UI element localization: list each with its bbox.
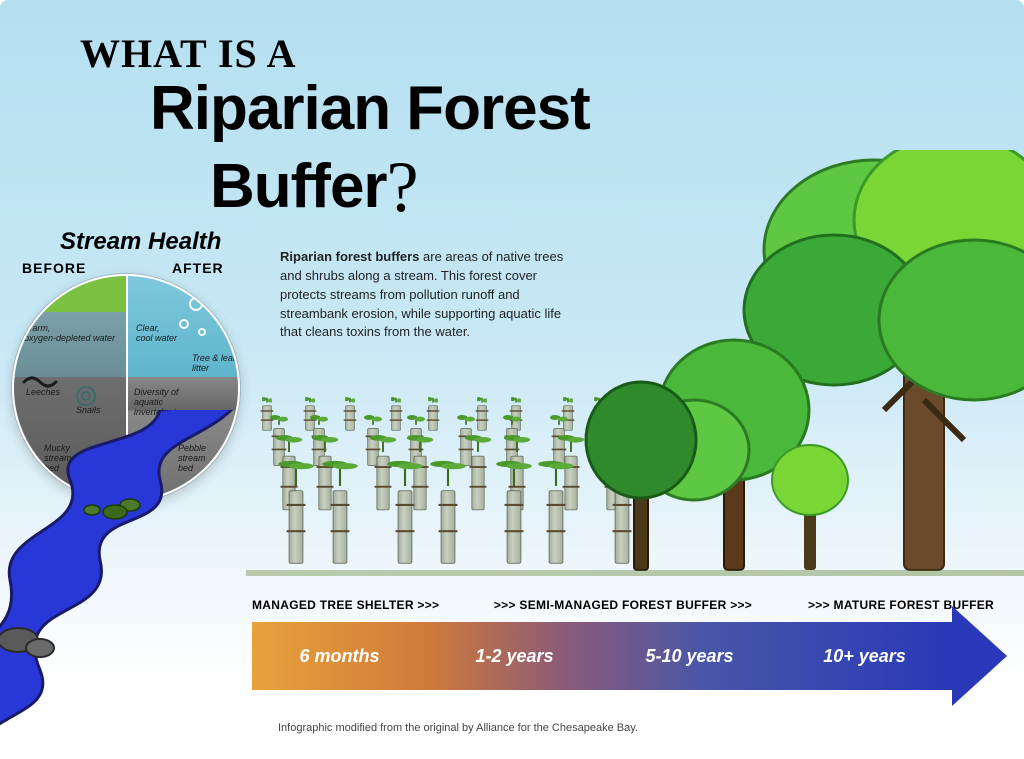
- description-bold: Riparian forest buffers: [280, 249, 419, 264]
- timeline-stage-labels: MANAGED TREE SHELTER >>> >>> SEMI-MANAGE…: [252, 598, 994, 612]
- circle-label: Tree & leaflitter: [192, 354, 235, 374]
- stage-1: MANAGED TREE SHELTER >>>: [252, 598, 494, 612]
- tree-shelter: [471, 456, 484, 511]
- title-question-mark: ?: [387, 146, 418, 229]
- title-line1: Riparian Forest: [150, 78, 590, 140]
- sprout-icon: [363, 413, 381, 429]
- period-4: 10+ years: [777, 646, 952, 667]
- circle-label: Algae: [30, 294, 53, 304]
- sprout-icon: [262, 394, 272, 407]
- sprout-icon: [424, 459, 472, 492]
- infographic-canvas: WHAT IS A Riparian Forest Buffer? Ripari…: [0, 0, 1024, 759]
- period-3: 5-10 years: [602, 646, 777, 667]
- sprout-icon: [273, 433, 305, 457]
- sprout-icon: [550, 413, 568, 429]
- before-label: BEFORE: [22, 260, 86, 276]
- tree-shelter: [441, 490, 456, 564]
- sprout-icon: [407, 413, 425, 429]
- timeline-arrow: 6 months 1-2 years 5-10 years 10+ years: [252, 622, 1012, 690]
- stage-2: >>> SEMI-MANAGED FOREST BUFFER >>>: [494, 598, 752, 612]
- sprout-icon: [367, 433, 399, 457]
- mature-trees-illustration: [574, 150, 1024, 580]
- tree-shelter: [398, 490, 413, 564]
- sprout-icon: [345, 394, 355, 407]
- ground-line: [0, 570, 1024, 576]
- sprout-icon: [310, 413, 328, 429]
- sprout-icon: [503, 413, 521, 429]
- period-2: 1-2 years: [427, 646, 602, 667]
- after-label: AFTER: [172, 260, 224, 276]
- sprout-icon: [391, 394, 401, 407]
- sprout-icon: [270, 413, 288, 429]
- tree-shelter: [391, 405, 401, 430]
- arrow-period-labels: 6 months 1-2 years 5-10 years 10+ years: [252, 622, 952, 690]
- sprout-icon: [272, 459, 320, 492]
- sprout-icon: [501, 433, 533, 457]
- stream-health-title: Stream Health: [60, 228, 221, 256]
- title-line2-text: Buffer: [210, 152, 387, 221]
- tree-shelter: [428, 405, 438, 430]
- sprout-icon: [511, 394, 521, 407]
- sprout-icon: [428, 394, 438, 407]
- circle-label: Clear,cool water: [136, 324, 177, 344]
- tree-shelter: [549, 490, 564, 564]
- description-paragraph: Riparian forest buffers are areas of nat…: [280, 248, 580, 342]
- credit-line: Infographic modified from the original b…: [278, 722, 638, 734]
- circle-label: Warm,oxygen-depleted water: [24, 324, 115, 344]
- sprout-icon: [457, 413, 475, 429]
- sprout-icon: [563, 394, 573, 407]
- arrow-head-icon: [952, 606, 1007, 706]
- period-1: 6 months: [252, 646, 427, 667]
- sprout-icon: [381, 459, 429, 492]
- sprout-icon: [477, 394, 487, 407]
- title-super: WHAT IS A: [80, 30, 296, 77]
- sprout-icon: [309, 433, 341, 457]
- tree-shelter: [289, 490, 304, 564]
- sprout-icon: [462, 433, 494, 457]
- tree-shelter: [507, 490, 522, 564]
- title-line2: Buffer?: [210, 142, 418, 225]
- sprout-icon: [404, 433, 436, 457]
- tree-shelter: [477, 405, 487, 430]
- tree-shelter: [345, 405, 355, 430]
- sprout-icon: [305, 394, 315, 407]
- circle-label: Leeches: [26, 388, 60, 398]
- sprout-icon: [316, 459, 364, 492]
- tree-shelter: [332, 490, 347, 564]
